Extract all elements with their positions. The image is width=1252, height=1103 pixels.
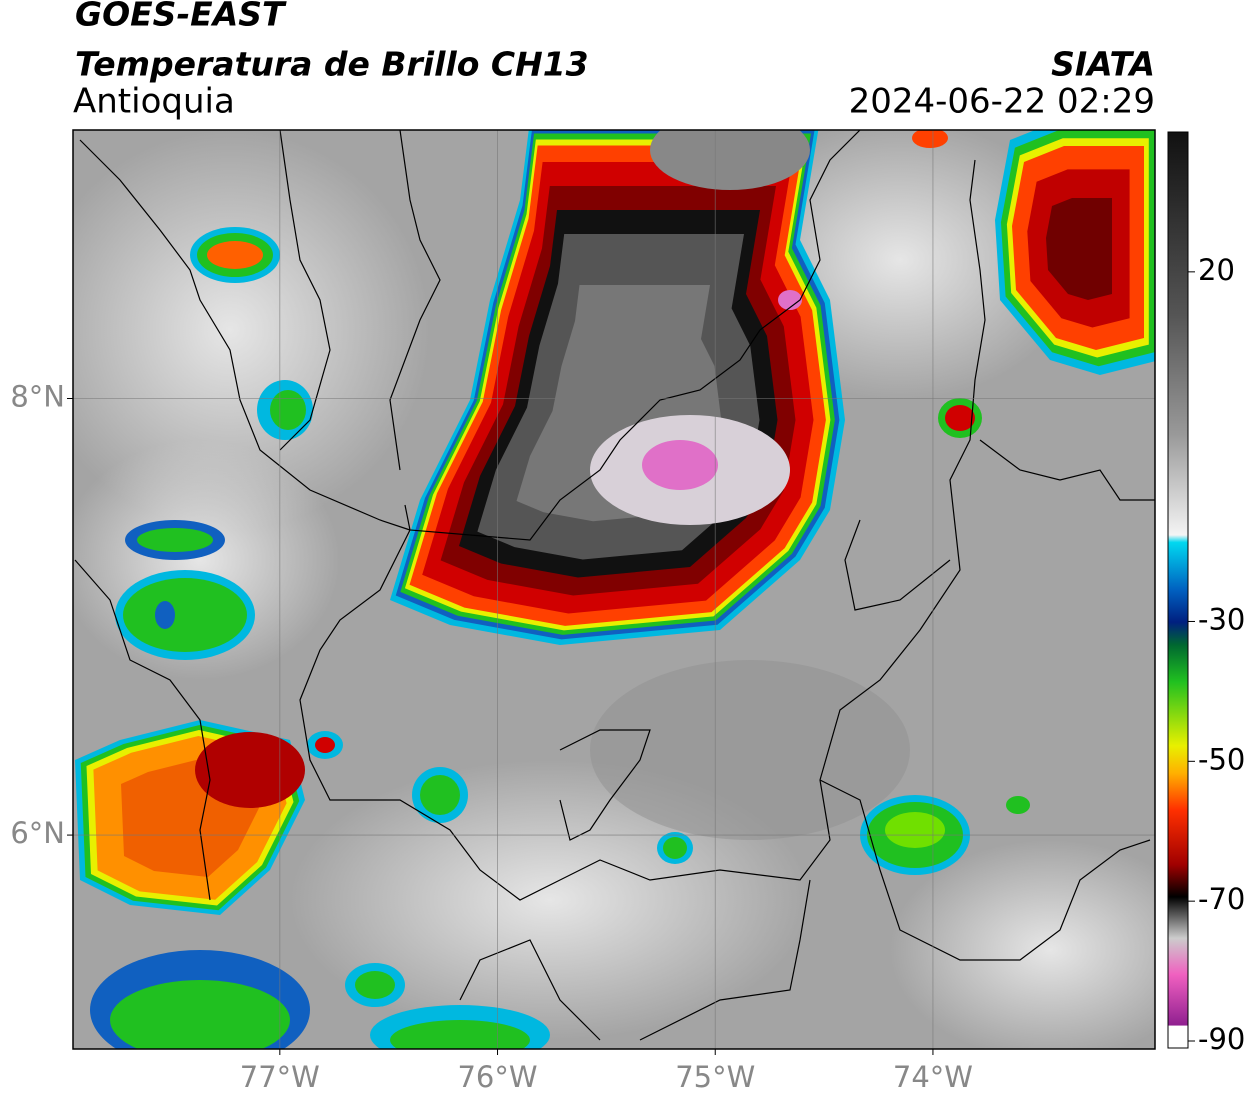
y-tick-label: 8°N — [10, 379, 65, 413]
region: Antioquia — [73, 82, 235, 122]
title: GOES-EAST — [75, 0, 287, 34]
source: SIATA — [1051, 45, 1155, 84]
colorbar-tick-label: -90 — [1198, 1022, 1245, 1056]
small-cells — [90, 130, 1030, 1049]
satellite-image — [73, 130, 1155, 1049]
colorbar-tick-label: -30 — [1198, 602, 1245, 636]
x-tick-label: 76°W — [457, 1060, 537, 1094]
colorbar-tick-label: 20 — [1198, 253, 1235, 287]
datetime: 2024-06-22 02:29 — [849, 82, 1155, 122]
map-frame — [72, 129, 1156, 1050]
colorbar-tick-label: -70 — [1198, 882, 1245, 916]
y-tick-label: 6°N — [10, 816, 65, 850]
x-tick-label: 75°W — [675, 1060, 755, 1094]
gridlines — [73, 130, 1155, 1049]
x-tick-label: 77°W — [240, 1060, 320, 1094]
x-tick-label: 74°W — [893, 1060, 973, 1094]
colorbar — [1167, 131, 1189, 1049]
subtitle: Temperatura de Brillo CH13 — [75, 45, 589, 84]
boundaries — [74, 130, 1155, 1041]
colorbar-tick-label: -50 — [1198, 742, 1245, 776]
